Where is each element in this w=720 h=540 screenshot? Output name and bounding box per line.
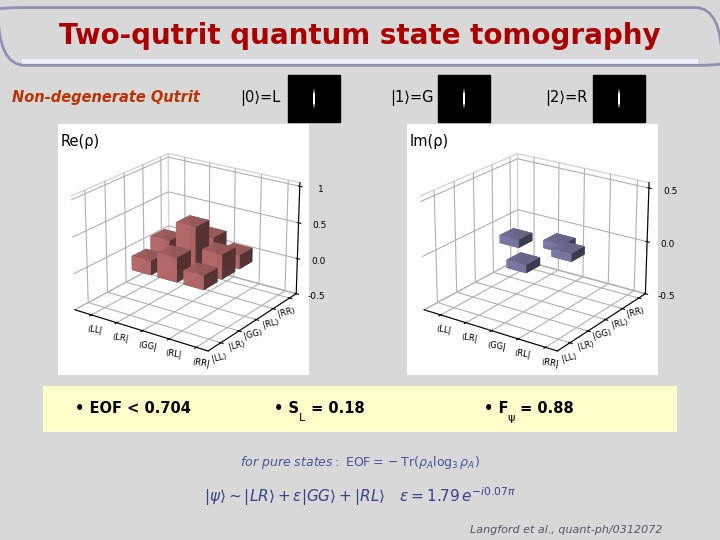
Text: |2⟩=R: |2⟩=R [545,90,588,105]
Text: • EOF < 0.704: • EOF < 0.704 [75,401,191,416]
Bar [22,62,698,65]
Bar [22,60,698,64]
Bar [22,59,698,63]
Bar [22,59,698,62]
Bar [22,60,698,63]
FancyBboxPatch shape [18,384,702,434]
Text: ψ: ψ [508,413,515,423]
Text: Langford et al., quant-ph/0312072: Langford et al., quant-ph/0312072 [470,524,662,535]
Bar [22,62,698,64]
Bar [22,60,698,63]
Text: Two-qutrit quantum state tomography: Two-qutrit quantum state tomography [59,23,661,50]
Bar [288,76,340,122]
Text: • S: • S [274,401,300,416]
Text: L: L [299,413,305,423]
Text: $\mathit{for\ pure\ states:}$ $\mathrm{EOF} = -\mathrm{Tr}(\rho_A \log_3 \rho_A): $\mathit{for\ pure\ states:}$ $\mathrm{E… [240,454,480,471]
Bar [22,61,698,64]
Bar [22,60,698,63]
Text: $|\psi\rangle \sim |LR\rangle + \varepsilon|GG\rangle + |RL\rangle$$\quad \varep: $|\psi\rangle \sim |LR\rangle + \varepsi… [204,485,516,508]
Text: Re(ρ): Re(ρ) [60,134,99,149]
Text: |0⟩=L: |0⟩=L [240,90,280,105]
Bar [22,62,698,64]
Bar [22,62,698,65]
Bar [22,60,698,63]
Bar [438,76,490,122]
Text: • F: • F [484,401,508,416]
Text: = 0.18: = 0.18 [306,401,365,416]
Bar [22,60,698,63]
Text: |1⟩=G: |1⟩=G [390,90,433,105]
Bar [22,60,698,63]
Bar [22,61,698,64]
Bar [22,61,698,64]
Bar [22,62,698,64]
Text: Non-degenerate Qutrit: Non-degenerate Qutrit [12,90,200,105]
Text: Im(ρ): Im(ρ) [410,134,449,149]
Text: = 0.88: = 0.88 [516,401,574,416]
Bar [593,76,645,122]
Bar [22,61,698,64]
Bar [22,59,698,62]
Bar [22,60,698,63]
